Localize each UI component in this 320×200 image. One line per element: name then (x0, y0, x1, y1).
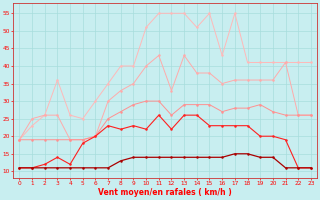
X-axis label: Vent moyen/en rafales ( km/h ): Vent moyen/en rafales ( km/h ) (98, 188, 232, 197)
